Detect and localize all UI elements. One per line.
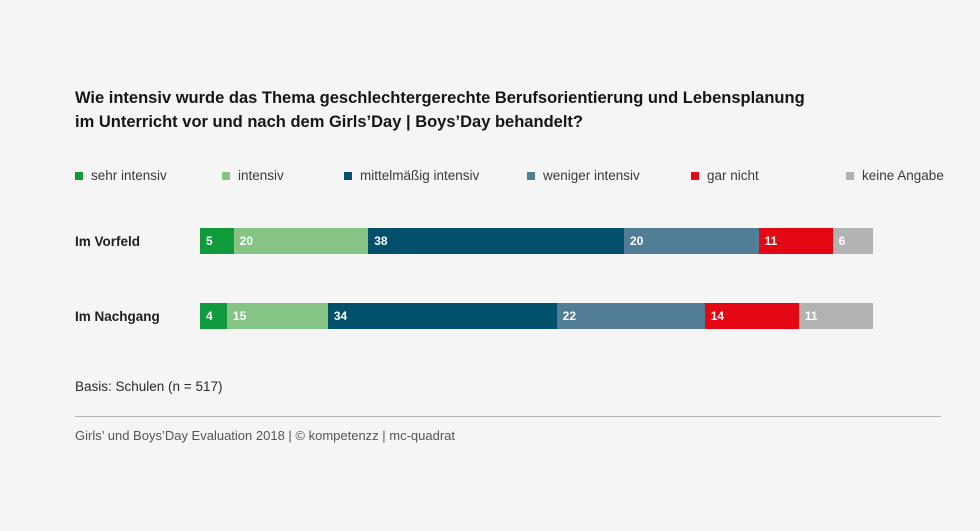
legend-item-keine-angabe: keine Angabe (846, 168, 944, 183)
legend-swatch (527, 171, 535, 180)
legend-label: mittelmäßig intensiv (360, 168, 480, 183)
legend-swatch (846, 171, 854, 180)
bar-segment-keine-angabe: 11 (798, 303, 873, 329)
legend-label: keine Angabe (862, 168, 944, 183)
source-footer: Girls’ und Boys’Day Evaluation 2018 | © … (75, 428, 456, 443)
category-label-im-vorfeld: Im Vorfeld (75, 234, 141, 249)
bar-segment-mittelmaessig-intensiv: 38 (368, 228, 624, 254)
data-label: 6 (838, 234, 846, 248)
data-label: 20 (629, 234, 644, 248)
data-label: 11 (764, 234, 778, 248)
legend-swatch (222, 171, 230, 180)
chart-title-line-2: im Unterricht vor und nach dem Girls’Day… (75, 113, 583, 131)
data-label: 34 (333, 309, 348, 323)
chart-title: Wie intensiv wurde das Thema geschlechte… (75, 86, 835, 134)
legend-item-mittelmaessig-intensiv: mittelmäßig intensiv (344, 168, 479, 183)
legend-swatch (344, 171, 352, 180)
chart-title-line-1: Wie intensiv wurde das Thema geschlechte… (75, 89, 805, 107)
data-label: 22 (562, 309, 577, 323)
data-label: 38 (374, 234, 388, 248)
bar-segment-keine-angabe: 6 (832, 228, 873, 254)
data-label: 4 (206, 309, 213, 323)
bar-segment-weniger-intensiv: 20 (623, 228, 759, 254)
bar-segment-mittelmaessig-intensiv: 34 (327, 303, 557, 329)
bar-im-vorfeld: 5 20 38 20 11 6 (200, 228, 873, 254)
legend-swatch (75, 171, 83, 180)
data-label: 5 (206, 234, 213, 248)
footer-divider (75, 416, 941, 417)
data-label: 14 (710, 309, 725, 323)
bar-segment-intensiv: 15 (226, 303, 328, 329)
legend-label: gar nicht (707, 168, 759, 183)
legend-item-gar-nicht: gar nicht (691, 168, 759, 183)
legend-item-intensiv: intensiv (222, 168, 284, 183)
legend-label: sehr intensiv (91, 168, 167, 183)
data-label: 11 (804, 309, 818, 323)
data-label: 20 (239, 234, 253, 248)
legend-label: intensiv (238, 168, 284, 183)
bar-segment-weniger-intensiv: 22 (556, 303, 705, 329)
chart-legend: sehr intensiv intensiv mittelmäßig inten… (75, 168, 955, 188)
basis-note: Basis: Schulen (n = 517) (75, 379, 223, 394)
data-label: 15 (232, 309, 247, 323)
category-label-im-nachgang: Im Nachgang (75, 309, 160, 324)
legend-item-weniger-intensiv: weniger intensiv (527, 168, 640, 183)
bar-segment-sehr-intensiv: 5 (200, 228, 234, 254)
legend-swatch (691, 171, 699, 180)
bar-segment-sehr-intensiv: 4 (200, 303, 227, 329)
bar-segment-gar-nicht: 11 (758, 228, 833, 254)
legend-item-sehr-intensiv: sehr intensiv (75, 168, 167, 183)
bar-segment-gar-nicht: 14 (704, 303, 799, 329)
bar-segment-intensiv: 20 (233, 228, 369, 254)
legend-label: weniger intensiv (543, 168, 640, 183)
bar-im-nachgang: 4 15 34 22 14 11 (200, 303, 873, 329)
